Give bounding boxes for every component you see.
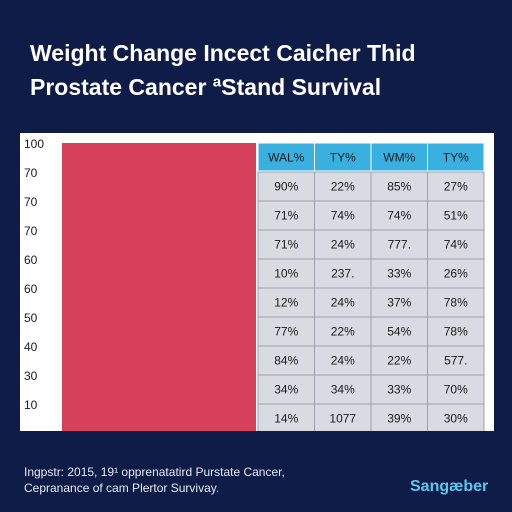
y-tick-label: 70 bbox=[24, 224, 38, 238]
table-cell-value: 22% bbox=[387, 354, 411, 368]
table-cell bbox=[427, 287, 485, 318]
table-cell bbox=[314, 403, 372, 431]
table-cell bbox=[370, 258, 428, 289]
table-cell-value: 85% bbox=[387, 180, 411, 194]
chart: 100 70 70 70 60 60 50 40 30 10 WAL% TY% WM% TY% 90% 22%… bbox=[24, 137, 485, 431]
brand-logo: Sangæber bbox=[410, 478, 489, 495]
table-cell bbox=[370, 403, 428, 431]
table-cell bbox=[427, 171, 485, 202]
table-cell-value: 12% bbox=[274, 296, 298, 310]
footnote: Ingpstr: 2015, 19¹ opprenatatird Purstat… bbox=[24, 464, 384, 496]
y-tick-label: 50 bbox=[24, 311, 38, 325]
y-tick-label: 70 bbox=[24, 195, 38, 209]
table-cell-value: 24% bbox=[331, 354, 355, 368]
table-cell bbox=[427, 200, 485, 231]
table-cell-value: 78% bbox=[444, 296, 468, 310]
table-cell-value: 74% bbox=[331, 209, 355, 223]
table-cell bbox=[427, 374, 485, 405]
table-cell-value: 70% bbox=[444, 383, 468, 397]
table-cell-value: 39% bbox=[387, 412, 411, 426]
table-cell-value: 84% bbox=[274, 354, 298, 368]
table-cell bbox=[314, 229, 372, 260]
table-header-label: WAL% bbox=[268, 151, 305, 165]
table-cell bbox=[370, 316, 428, 347]
table-header-cell bbox=[370, 142, 428, 172]
y-tick-label: 30 bbox=[24, 369, 38, 383]
table-cell-value: 237. bbox=[331, 267, 354, 281]
table-cell-value: 74% bbox=[387, 209, 411, 223]
table-cell-value: 54% bbox=[387, 325, 411, 339]
table-cell-value: 51% bbox=[444, 209, 468, 223]
table-cell bbox=[314, 287, 372, 318]
table-cell-value: 777. bbox=[388, 238, 411, 252]
table-header-cell bbox=[257, 142, 315, 172]
table-cell bbox=[257, 403, 315, 431]
table-cell bbox=[370, 287, 428, 318]
table-cell-value: 78% bbox=[444, 325, 468, 339]
table-cell-value: 26% bbox=[444, 267, 468, 281]
table-cell-value: 34% bbox=[331, 383, 355, 397]
table-cell bbox=[257, 258, 315, 289]
table-cell-value: 24% bbox=[331, 238, 355, 252]
table-cell-value: 77% bbox=[274, 325, 298, 339]
table-cell-value: 10% bbox=[274, 267, 298, 281]
y-tick-label: 70 bbox=[24, 166, 38, 180]
footnote-line-1: Ingpstr: 2015, 19¹ opprenatatird Purstat… bbox=[24, 465, 285, 479]
table-cell bbox=[257, 345, 315, 376]
table-cell-value: 577. bbox=[444, 354, 467, 368]
chart-panel: 100 70 70 70 60 60 50 40 30 10 WAL% TY% WM% TY% 90% 22%… bbox=[20, 133, 494, 431]
footnote-line-2: Cepranance of cam Plertor Survivay. bbox=[24, 481, 220, 495]
table-cell-value: 71% bbox=[274, 209, 298, 223]
y-tick-label: 100 bbox=[24, 137, 44, 151]
table-header-label: TY% bbox=[443, 151, 469, 165]
table-cell-value: 74% bbox=[444, 238, 468, 252]
table-cell bbox=[314, 200, 372, 231]
table-cell bbox=[314, 258, 372, 289]
table-cell-value: 33% bbox=[387, 267, 411, 281]
table-cell-value: 71% bbox=[274, 238, 298, 252]
table-cell-value: 37% bbox=[387, 296, 411, 310]
chart-title-line-1: Weight Change Incect Caicher Thid bbox=[30, 40, 416, 66]
y-tick-label: 40 bbox=[24, 340, 38, 354]
table-cell-value: 90% bbox=[274, 180, 298, 194]
table-header-label: TY% bbox=[330, 151, 356, 165]
table-cell bbox=[427, 403, 485, 431]
table-cell bbox=[427, 229, 485, 260]
y-tick-label: 60 bbox=[24, 253, 38, 267]
table-cell-value: 22% bbox=[331, 180, 355, 194]
table-cell bbox=[370, 345, 428, 376]
table-cell bbox=[427, 258, 485, 289]
table-cell bbox=[314, 171, 372, 202]
table-cell-value: 34% bbox=[274, 383, 298, 397]
chart-title-line-2: Prostate Cancer ªStand Survival bbox=[30, 74, 382, 100]
table-cell-value: 1077 bbox=[329, 412, 356, 426]
table-cell-value: 33% bbox=[387, 383, 411, 397]
table-cell-value: 24% bbox=[331, 296, 355, 310]
table-cell bbox=[257, 287, 315, 318]
bar-mark bbox=[62, 143, 256, 431]
table-header-cell bbox=[314, 142, 372, 172]
table-cell bbox=[427, 316, 485, 347]
table-header-cell bbox=[427, 142, 485, 172]
table-cell-value: 27% bbox=[444, 180, 468, 194]
y-tick-label: 10 bbox=[24, 398, 38, 412]
chart-title: Weight Change Incect Caicher Thid Prosta… bbox=[30, 36, 500, 104]
table-cell-value: 30% bbox=[444, 412, 468, 426]
y-tick-label: 60 bbox=[24, 282, 38, 296]
table-header-label: WM% bbox=[383, 151, 415, 165]
table-cell-value: 22% bbox=[331, 325, 355, 339]
table-cell-value: 14% bbox=[274, 412, 298, 426]
